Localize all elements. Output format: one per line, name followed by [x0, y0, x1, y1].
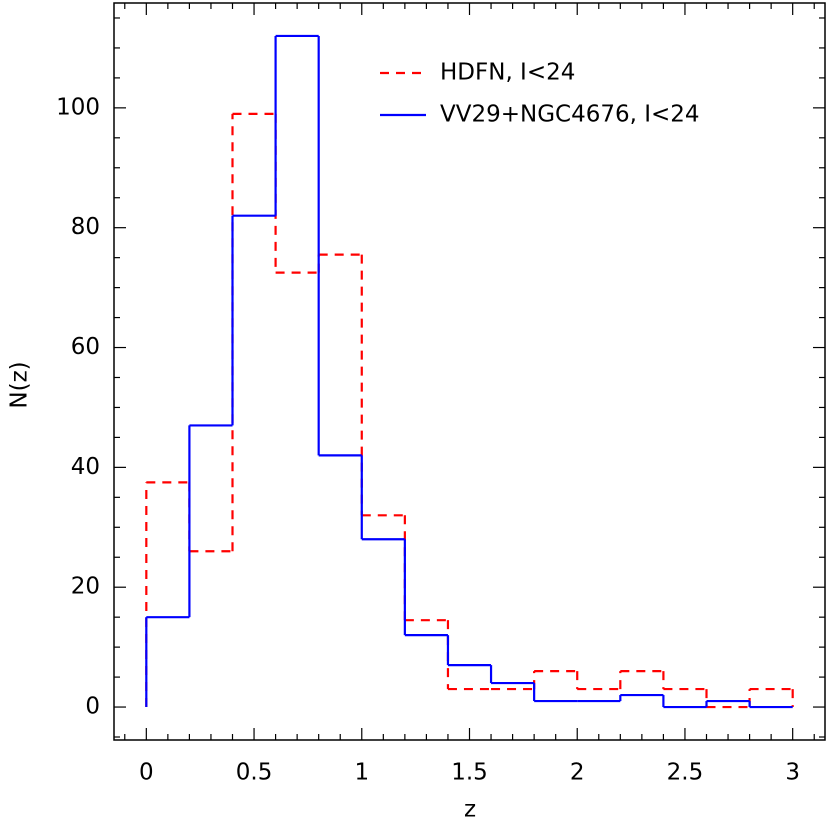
- x-tick-label: 1.5: [451, 760, 488, 786]
- x-tick-label: 0.5: [236, 760, 273, 786]
- y-tick-label: 20: [71, 574, 100, 600]
- y-tick-label: 80: [71, 214, 100, 240]
- y-tick-label: 100: [56, 94, 100, 120]
- legend-label: HDFN, I<24: [440, 60, 575, 86]
- x-tick-label: 2.5: [667, 760, 704, 786]
- x-tick-label: 2: [570, 760, 585, 786]
- x-axis-label: z: [464, 797, 476, 823]
- y-tick-label: 0: [85, 694, 100, 720]
- y-axis-label: N(z): [7, 361, 33, 408]
- x-tick-label: 1: [354, 760, 369, 786]
- y-tick-label: 40: [71, 454, 100, 480]
- y-tick-label: 60: [71, 334, 100, 360]
- legend-label: VV29+NGC4676, I<24: [440, 102, 700, 128]
- x-tick-label: 3: [785, 760, 800, 786]
- x-tick-label: 0: [139, 760, 154, 786]
